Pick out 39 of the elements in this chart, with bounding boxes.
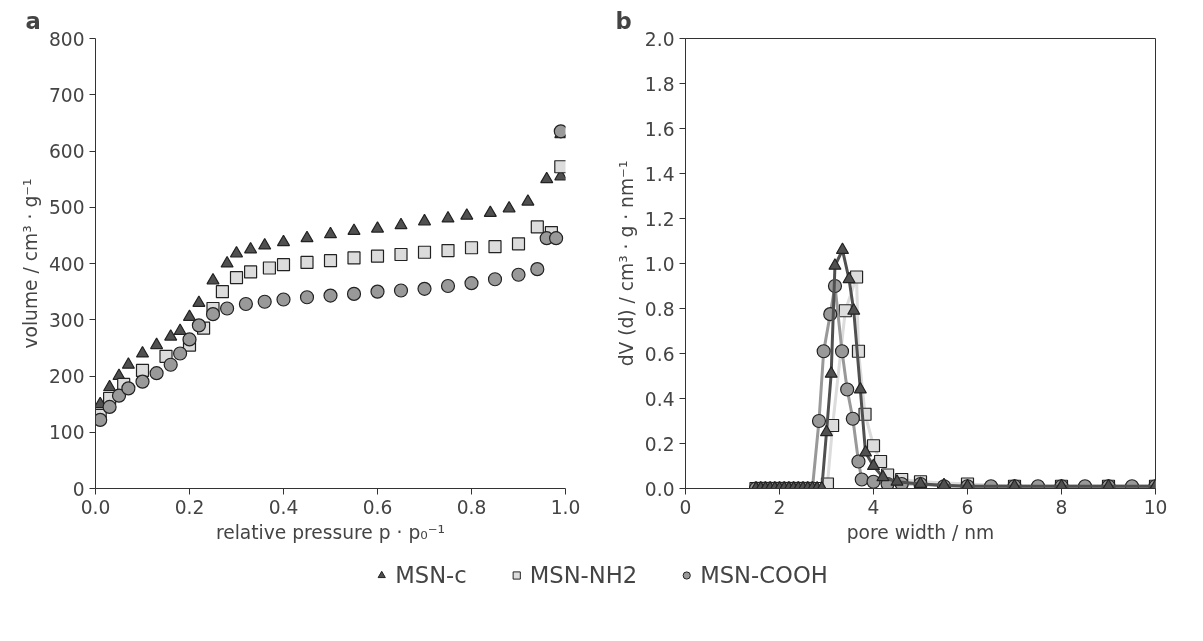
y-tick-label: 0.0: [644, 478, 675, 500]
x-axis-title: pore width / nm: [846, 521, 995, 543]
y-tick-label: 1.0: [644, 253, 675, 275]
y-tick-label: 200: [48, 366, 85, 387]
y-tick-label: 0.2: [644, 433, 675, 455]
x-tick-label: 1.0: [550, 496, 581, 518]
legend-label: MSN-COOH: [700, 562, 828, 588]
legend-label: MSN-c: [395, 562, 467, 588]
y-tick-label: 100: [48, 422, 85, 444]
y-tick-label: 0.8: [644, 298, 675, 320]
x-tick-label: 0.6: [362, 496, 393, 518]
x-tick-label: 2: [773, 496, 786, 518]
legend-label: MSN-NH2: [529, 562, 638, 588]
y-axis-title: dV (d) / cm³ · g · nm⁻¹: [615, 160, 637, 367]
y-tick-label: 700: [48, 84, 85, 106]
y-tick-label: 1.8: [644, 73, 675, 95]
y-tick-label: 1.2: [644, 208, 675, 230]
y-tick-label: 400: [48, 253, 85, 275]
x-tick-label: 0.2: [174, 496, 205, 518]
y-tick-label: 0.4: [644, 388, 675, 410]
y-tick-label: 2.0: [644, 28, 675, 50]
x-tick-label: 8: [1055, 496, 1068, 518]
chart-title: a: [25, 7, 41, 34]
chart-title: b: [615, 7, 632, 34]
y-tick-label: 0.6: [644, 343, 675, 365]
y-tick-label: 800: [48, 28, 85, 50]
x-tick-label: 0: [679, 496, 692, 518]
y-axis-title: volume / cm³ · g⁻¹: [19, 178, 41, 349]
x-tick-label: 0.8: [456, 496, 487, 518]
y-tick-label: 300: [48, 309, 85, 331]
x-tick-label: 10: [1143, 496, 1168, 518]
x-tick-label: 4: [867, 496, 880, 518]
x-tick-label: 0.4: [268, 496, 299, 518]
y-tick-label: 500: [48, 197, 85, 219]
y-tick-label: 600: [48, 141, 85, 162]
y-tick-label: 1.6: [644, 118, 675, 140]
x-tick-label: 6: [961, 496, 974, 518]
y-tick-label: 1.4: [644, 163, 675, 185]
x-axis-title: relative pressure p · p₀⁻¹: [215, 521, 446, 543]
